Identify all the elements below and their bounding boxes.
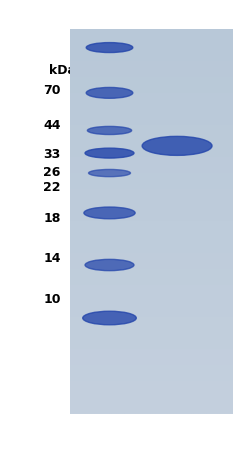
Text: 26: 26 bbox=[43, 166, 61, 179]
Text: 15% SDS-PAGE: 15% SDS-PAGE bbox=[79, 385, 206, 400]
Ellipse shape bbox=[89, 169, 130, 177]
Text: 18: 18 bbox=[43, 212, 61, 225]
Ellipse shape bbox=[84, 207, 135, 219]
Text: 10: 10 bbox=[43, 293, 61, 306]
Text: 22: 22 bbox=[43, 181, 61, 194]
Ellipse shape bbox=[86, 87, 133, 98]
Text: 70: 70 bbox=[43, 85, 61, 97]
Text: kDa: kDa bbox=[49, 63, 76, 77]
Ellipse shape bbox=[86, 43, 133, 53]
Ellipse shape bbox=[83, 311, 136, 325]
Ellipse shape bbox=[85, 148, 134, 158]
Ellipse shape bbox=[87, 126, 132, 135]
Ellipse shape bbox=[85, 260, 134, 271]
Text: 14: 14 bbox=[43, 252, 61, 265]
Text: 33: 33 bbox=[44, 148, 61, 161]
Text: 44: 44 bbox=[43, 120, 61, 132]
Ellipse shape bbox=[142, 136, 212, 155]
